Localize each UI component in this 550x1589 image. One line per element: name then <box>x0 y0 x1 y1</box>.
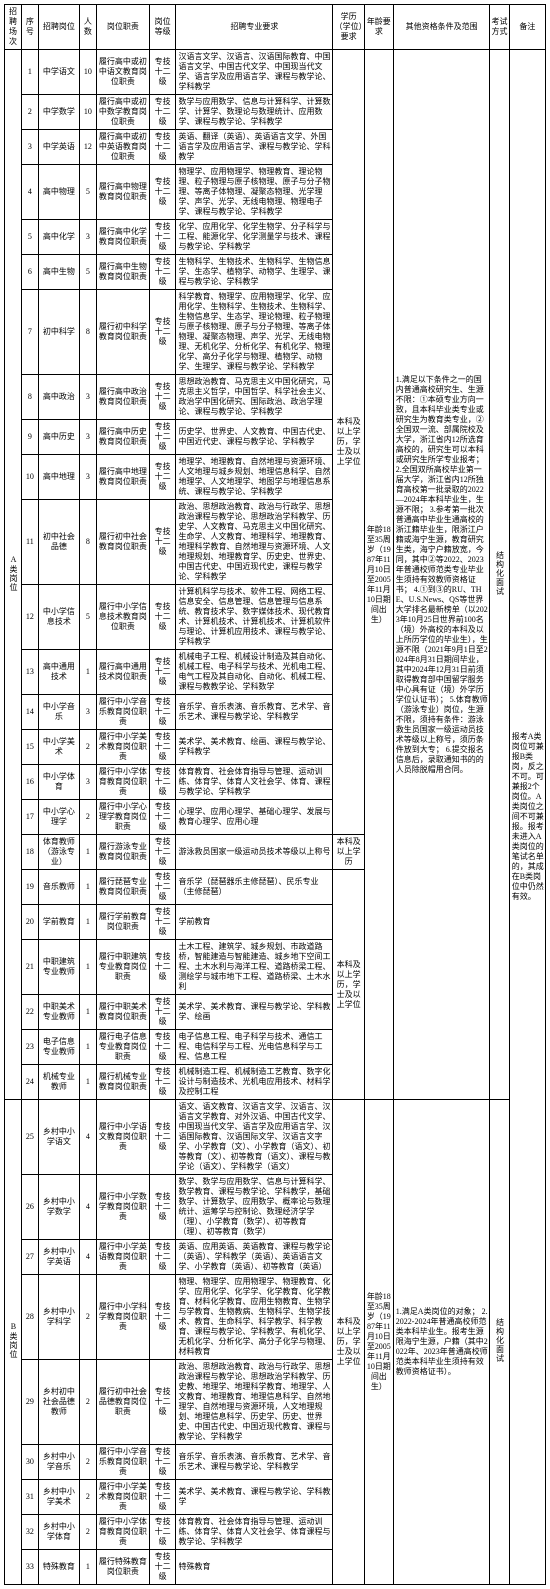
h-col12: 备注 <box>509 5 545 50</box>
recruitment-table: 招聘场次 序号 招聘岗位 人数 岗位职责 岗位等级 招聘专业要求 学历（学位）要… <box>4 4 546 1585</box>
h-col9: 年龄要求 <box>364 5 393 50</box>
table-row: B类岗位25乡村中小学语文4履行中小学语文教育岗位职责专技十二级语文、语文教育、… <box>5 1100 546 1175</box>
h-col6: 岗位等级 <box>149 5 176 50</box>
h-col2: 序号 <box>21 5 38 50</box>
h-col4: 人数 <box>79 5 96 50</box>
h-col7: 招聘专业要求 <box>176 5 333 50</box>
table-row: A类岗位1中学语文10履行高中或初中语文教育岗位职责专技十二级汉语言文学、汉语言… <box>5 50 546 95</box>
h-col8: 学历（学位）要求 <box>333 5 364 50</box>
header-row: 招聘场次 序号 招聘岗位 人数 岗位职责 岗位等级 招聘专业要求 学历（学位）要… <box>5 5 546 50</box>
h-col1: 招聘场次 <box>5 5 22 50</box>
h-col3: 招聘岗位 <box>38 5 79 50</box>
h-col10: 其他资格条件及范围 <box>393 5 490 50</box>
h-col5: 岗位职责 <box>96 5 149 50</box>
h-col11: 考试方式 <box>490 5 509 50</box>
